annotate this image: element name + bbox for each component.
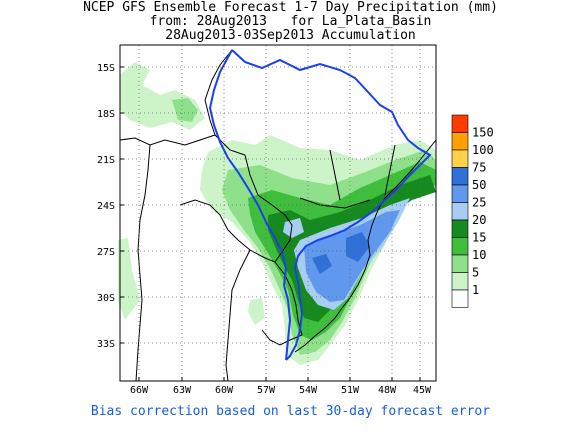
lon-tick-label: 48W bbox=[378, 385, 397, 396]
lat-tick-label: 24S bbox=[97, 201, 115, 212]
country-border bbox=[261, 329, 303, 346]
legend-swatch bbox=[451, 237, 469, 256]
legend-swatch bbox=[451, 132, 469, 151]
legend-label: 1 bbox=[472, 283, 479, 297]
forecast-date-subtitle: from: 28Aug2013 for La_Plata_Basin bbox=[149, 14, 432, 29]
lon-tick-label: 57W bbox=[257, 385, 276, 396]
coastline bbox=[294, 139, 437, 353]
map-frame bbox=[119, 44, 437, 382]
legend-label: 75 bbox=[472, 161, 486, 175]
legend-label: 150 bbox=[472, 126, 494, 140]
lat-tick-label: 21S bbox=[97, 155, 115, 166]
precip-area-5mm bbox=[172, 98, 198, 122]
legend-swatch bbox=[451, 272, 469, 291]
precipitation-legend: 150 100 75 50 25 20 15 10 5 1 bbox=[451, 114, 494, 308]
accumulation-period-subtitle: 28Aug2013-03Sep2013 Accumulation bbox=[165, 28, 416, 43]
legend-label: 50 bbox=[472, 178, 486, 192]
lat-tick-label: 27S bbox=[97, 247, 115, 258]
legend-label: 10 bbox=[472, 248, 486, 262]
state-border bbox=[329, 149, 341, 201]
lon-tick-label: 51W bbox=[341, 385, 360, 396]
legend-label: 25 bbox=[472, 196, 486, 210]
legend-swatch bbox=[451, 114, 469, 133]
country-border bbox=[274, 261, 303, 336]
precip-area-1mm bbox=[248, 298, 265, 325]
lon-axis: 66W 63W 60W 57W 54W 51W 48W 45W bbox=[130, 377, 432, 396]
lon-tick-label: 60W bbox=[215, 385, 234, 396]
bias-correction-note: Bias correction based on last 30-day for… bbox=[90, 404, 491, 419]
lat-tick-label: 15S bbox=[97, 63, 115, 74]
country-border bbox=[119, 134, 246, 156]
precip-area-50mm bbox=[346, 232, 370, 262]
lat-tick-label: 30S bbox=[97, 293, 115, 304]
legend-swatch bbox=[451, 149, 469, 168]
legend-swatch bbox=[451, 184, 469, 203]
country-border bbox=[204, 49, 233, 136]
country-border bbox=[179, 199, 229, 231]
lon-tick-label: 45W bbox=[413, 385, 432, 396]
legend-label: 100 bbox=[472, 143, 494, 157]
state-border bbox=[299, 197, 371, 209]
country-border bbox=[225, 249, 251, 382]
map-title: NCEP GFS Ensemble Forecast 1-7 Day Preci… bbox=[83, 0, 498, 15]
legend-swatch bbox=[451, 289, 469, 308]
lon-tick-label: 66W bbox=[130, 385, 149, 396]
country-border bbox=[135, 249, 143, 382]
lat-tick-label: 18S bbox=[97, 109, 115, 120]
legend-swatch bbox=[451, 254, 469, 273]
legend-label: 15 bbox=[472, 231, 486, 245]
legend-label: 5 bbox=[472, 266, 479, 280]
map-panel bbox=[118, 44, 437, 382]
precip-area-50mm bbox=[312, 254, 332, 274]
lon-tick-label: 54W bbox=[299, 385, 318, 396]
lon-tick-label: 63W bbox=[173, 385, 192, 396]
basin-boundary bbox=[208, 49, 432, 361]
legend-swatch bbox=[451, 202, 469, 221]
political-borders bbox=[119, 49, 437, 382]
precip-area-20mm bbox=[283, 218, 304, 238]
state-border bbox=[384, 144, 396, 196]
lat-axis: 15S 18S 21S 24S 27S 30S 33S bbox=[97, 63, 124, 350]
precip-area-1mm bbox=[118, 238, 140, 320]
precipitation-shading bbox=[118, 62, 436, 365]
legend-label: 20 bbox=[472, 213, 486, 227]
legend-swatch bbox=[451, 167, 469, 186]
lat-tick-label: 33S bbox=[97, 339, 115, 350]
lat-lon-grid bbox=[120, 45, 436, 381]
legend-swatch bbox=[451, 219, 469, 238]
country-border bbox=[244, 154, 293, 263]
